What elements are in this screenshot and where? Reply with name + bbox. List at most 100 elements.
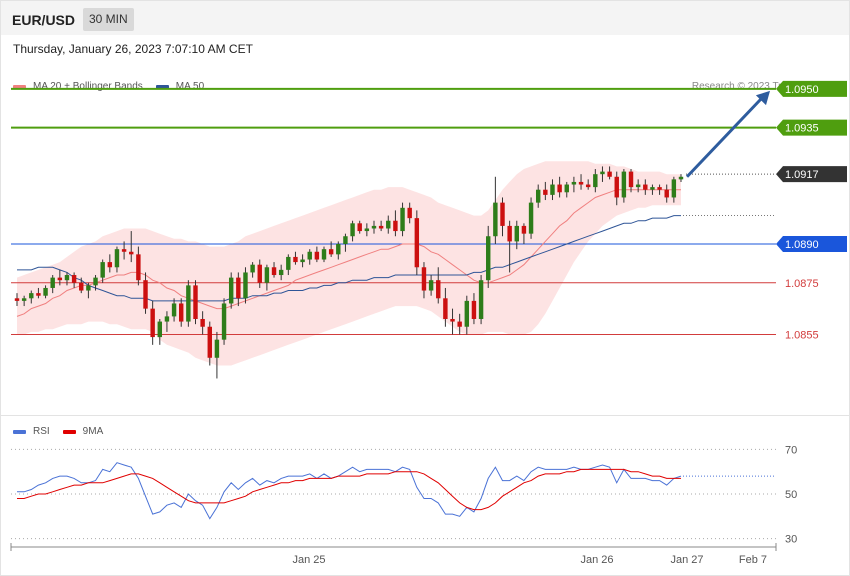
candle-body bbox=[164, 316, 170, 322]
candle bbox=[357, 220, 362, 234]
level-tag-2 bbox=[776, 166, 847, 183]
candle bbox=[393, 210, 398, 237]
candle-body bbox=[400, 207, 405, 232]
candle-body bbox=[86, 285, 91, 291]
candle-body bbox=[436, 280, 441, 299]
candle bbox=[643, 179, 648, 195]
ma50-legend-label: MA 50 bbox=[175, 81, 205, 92]
candle-body bbox=[628, 171, 634, 188]
candle bbox=[550, 179, 555, 201]
candle bbox=[521, 223, 527, 244]
candle bbox=[386, 215, 391, 234]
candle bbox=[50, 275, 55, 294]
candle bbox=[614, 171, 619, 206]
candle-body bbox=[71, 275, 77, 283]
candle-body bbox=[64, 275, 70, 281]
time-tick-label: Feb 7 bbox=[739, 554, 767, 566]
candle bbox=[371, 220, 377, 234]
candle bbox=[350, 220, 355, 242]
candle bbox=[71, 272, 77, 288]
candle-body bbox=[571, 181, 577, 185]
candle-body bbox=[535, 189, 541, 203]
candle bbox=[243, 267, 248, 304]
candle bbox=[571, 176, 577, 193]
candle-body bbox=[664, 189, 669, 198]
candle-body bbox=[264, 267, 270, 283]
ma20-line bbox=[16, 189, 681, 317]
candle bbox=[314, 246, 320, 263]
candle-body bbox=[14, 298, 20, 301]
candle-body bbox=[179, 303, 184, 322]
candle-body bbox=[214, 339, 220, 358]
candle bbox=[486, 225, 491, 288]
level-tag-0 bbox=[776, 80, 847, 97]
candle-body bbox=[478, 280, 484, 319]
candle bbox=[478, 275, 484, 325]
candle bbox=[271, 262, 277, 278]
candle bbox=[635, 179, 641, 193]
candle bbox=[378, 220, 384, 232]
ma50-line bbox=[17, 215, 681, 302]
level-tag-3 bbox=[776, 236, 847, 252]
candle bbox=[29, 290, 34, 304]
candle bbox=[171, 298, 177, 322]
pane-separator bbox=[1, 415, 849, 416]
candle bbox=[514, 220, 519, 250]
candle bbox=[528, 197, 534, 239]
candle bbox=[64, 272, 70, 286]
candle-body bbox=[450, 318, 455, 322]
candle bbox=[450, 308, 455, 335]
candle bbox=[214, 331, 220, 379]
candle bbox=[100, 259, 105, 283]
candle bbox=[507, 220, 512, 273]
timeframe-badge[interactable]: 30 MIN bbox=[83, 8, 134, 31]
candle-body bbox=[336, 244, 341, 255]
candle-body bbox=[607, 171, 612, 177]
main-legend: MA 20 + Bollinger Bands MA 50 bbox=[13, 81, 204, 92]
candle bbox=[114, 246, 120, 273]
candle-body bbox=[29, 293, 34, 299]
candle bbox=[21, 295, 27, 307]
candle-body bbox=[350, 223, 355, 237]
candle bbox=[593, 169, 598, 193]
candle bbox=[129, 231, 134, 263]
candle-body bbox=[471, 300, 477, 319]
time-tick-label: Jan 27 bbox=[670, 554, 703, 566]
candle-body bbox=[114, 249, 120, 268]
candle-body bbox=[328, 249, 334, 255]
candle bbox=[36, 287, 41, 299]
candle-body bbox=[293, 256, 298, 263]
candle bbox=[557, 176, 562, 198]
candle bbox=[150, 300, 155, 345]
rsi-line bbox=[17, 462, 682, 520]
candle bbox=[293, 251, 298, 265]
candle bbox=[321, 246, 327, 263]
candle bbox=[543, 181, 548, 201]
candle-body bbox=[171, 303, 177, 317]
candle-body bbox=[500, 202, 505, 226]
candle-body bbox=[521, 225, 527, 234]
candle bbox=[364, 223, 370, 237]
candle-body bbox=[364, 228, 370, 232]
candle-body bbox=[221, 303, 227, 340]
candle bbox=[343, 233, 348, 252]
candle bbox=[650, 184, 655, 195]
projection-arrow-shaft bbox=[685, 95, 765, 178]
candle-body bbox=[343, 236, 348, 244]
candle-body bbox=[136, 254, 141, 281]
candle bbox=[186, 280, 191, 327]
candle-body bbox=[507, 225, 512, 242]
candle bbox=[414, 210, 420, 276]
candle-body bbox=[600, 171, 605, 175]
candle-body bbox=[557, 184, 562, 193]
candle bbox=[471, 293, 477, 325]
candle-body bbox=[443, 298, 448, 319]
candle bbox=[678, 174, 684, 182]
candle-body bbox=[207, 326, 212, 358]
candle bbox=[421, 262, 427, 299]
timestamp: Thursday, January 26, 2023 7:07:10 AM CE… bbox=[13, 42, 253, 56]
candle-body bbox=[386, 220, 391, 229]
candle-body bbox=[278, 269, 284, 276]
projection-arrowhead bbox=[755, 90, 770, 106]
